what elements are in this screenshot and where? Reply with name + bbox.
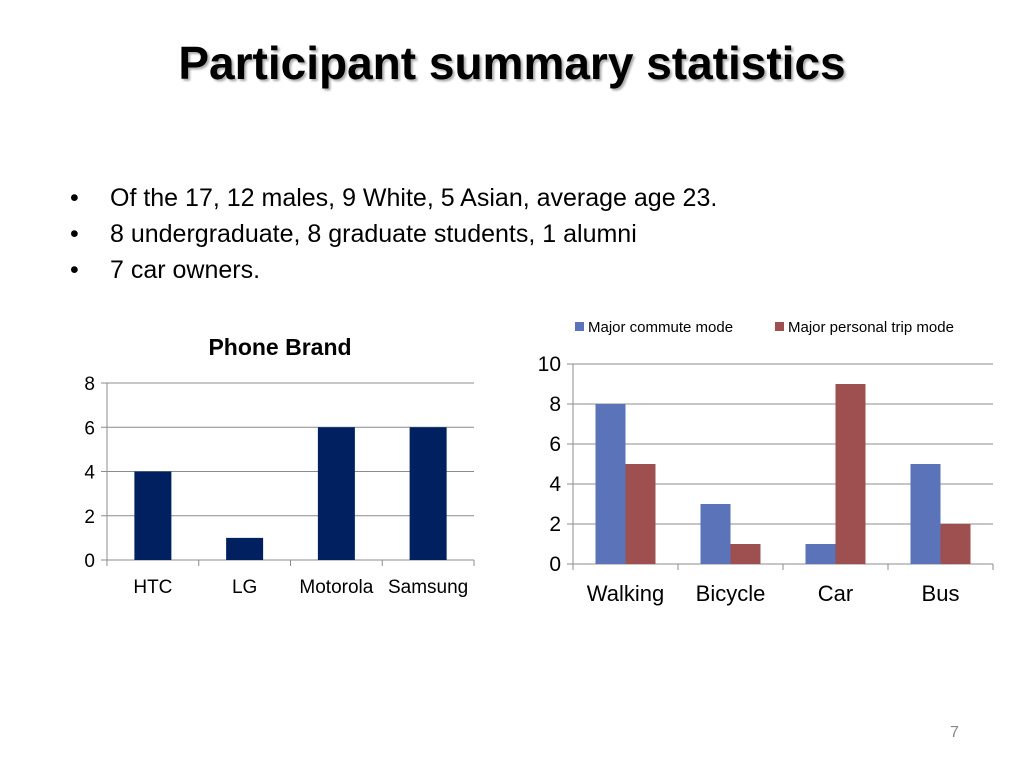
y-tick-label: 6 bbox=[549, 433, 561, 456]
bar bbox=[730, 544, 761, 564]
legend-label: Major commute mode bbox=[588, 319, 733, 336]
y-tick-label: 0 bbox=[549, 553, 561, 576]
bullet-item: • Of the 17, 12 males, 9 White, 5 Asian, … bbox=[70, 184, 718, 212]
bar bbox=[940, 524, 971, 564]
bar bbox=[835, 384, 866, 564]
y-tick-label: 8 bbox=[84, 374, 95, 395]
x-tick-label: Samsung bbox=[388, 577, 468, 598]
bar bbox=[134, 471, 172, 560]
x-tick-label: HTC bbox=[133, 577, 172, 598]
y-tick-label: 4 bbox=[84, 463, 95, 484]
bullet-item: • 7 car owners. bbox=[70, 256, 261, 284]
y-tick-label: 6 bbox=[84, 418, 95, 439]
x-tick-label: LG bbox=[232, 577, 257, 598]
bullet-list: • Of the 17, 12 males, 9 White, 5 Asian, … bbox=[70, 180, 717, 288]
page-number: 7 bbox=[950, 724, 959, 741]
bar bbox=[805, 544, 836, 564]
legend-label: Major personal trip mode bbox=[788, 319, 954, 336]
bar bbox=[910, 464, 941, 564]
bullet-item: • 8 undergraduate, 8 graduate students, 1… bbox=[70, 220, 637, 248]
legend-swatch bbox=[775, 322, 784, 331]
y-tick-label: 8 bbox=[549, 393, 561, 416]
x-tick-label: Car bbox=[818, 581, 853, 606]
bar bbox=[409, 427, 447, 560]
y-tick-label: 0 bbox=[84, 551, 95, 572]
y-tick-label: 4 bbox=[549, 473, 561, 496]
chart-title: Phone Brand bbox=[208, 334, 351, 360]
y-tick-label: 10 bbox=[538, 353, 561, 376]
legend-swatch bbox=[575, 322, 584, 331]
bar bbox=[700, 504, 731, 564]
x-tick-label: Bus bbox=[922, 581, 960, 606]
bar bbox=[625, 464, 656, 564]
y-tick-label: 2 bbox=[84, 507, 95, 528]
slide-title: Participant summary statistics bbox=[178, 37, 846, 89]
bar bbox=[226, 537, 264, 560]
y-tick-label: 2 bbox=[549, 513, 561, 536]
x-tick-label: Walking bbox=[587, 581, 664, 606]
x-tick-label: Motorola bbox=[299, 577, 373, 598]
bar bbox=[317, 427, 355, 560]
x-tick-label: Bicycle bbox=[696, 581, 766, 606]
bar bbox=[595, 404, 626, 564]
